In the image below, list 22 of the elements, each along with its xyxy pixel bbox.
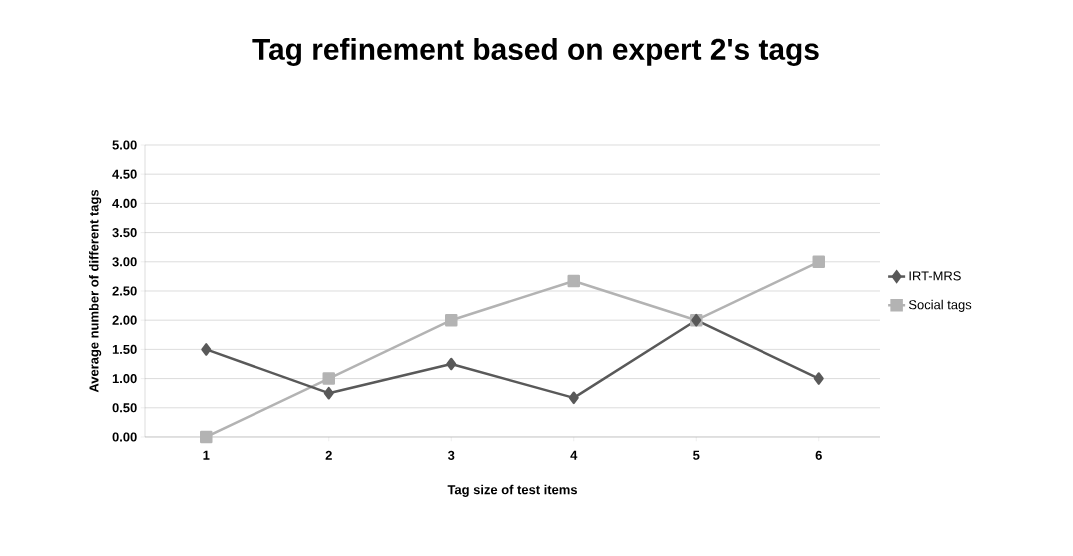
x-axis-title: Tag size of test items	[447, 484, 577, 497]
y-tick-label: 4.50	[112, 169, 137, 179]
x-tick-label: 2	[325, 450, 332, 460]
y-axis-title: Average number of different tags	[89, 189, 102, 393]
y-tick-label: 0.50	[112, 403, 137, 413]
x-tick-label: 4	[570, 450, 578, 460]
y-tick-label: 2.50	[112, 286, 137, 296]
chart-title: Tag refinement based on expert 2's tags	[252, 37, 819, 66]
y-tick-label: 5.00	[112, 140, 137, 150]
x-tick-label: 3	[447, 450, 455, 460]
y-tick-label: 1.00	[112, 374, 137, 384]
y-tick-label: 4.00	[112, 198, 137, 208]
y-tick-label: 1.50	[112, 344, 137, 354]
x-tick-label: 6	[815, 450, 822, 460]
legend-label: IRT-MRS	[909, 271, 961, 281]
y-tick-label: 3.00	[112, 257, 137, 267]
y-tick-label: 3.50	[112, 227, 137, 238]
y-tick-label: 2.00	[112, 315, 137, 325]
x-tick-label: 1	[203, 450, 210, 460]
y-tick-label: 0.00	[112, 432, 137, 442]
x-tick-label: 5	[693, 450, 700, 460]
legend-label: Social tags	[908, 299, 972, 312]
